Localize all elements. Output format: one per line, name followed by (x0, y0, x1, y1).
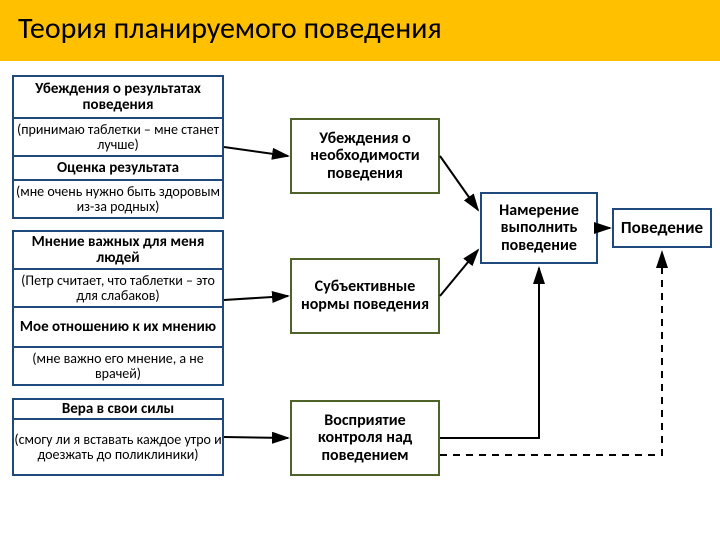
box-perceived-control: Восприятие контроля над поведением (290, 400, 440, 476)
box-outcome-eval-title: Оценка результата (12, 157, 224, 181)
box-beliefs-outcome-sub: (принимаю таблетки – мне станет лучше) (12, 119, 224, 157)
label: Восприятие контроля над поведением (292, 412, 438, 465)
box-behavior: Поведение (612, 208, 712, 248)
label: Намерение выполнить поведение (482, 202, 596, 255)
label: Убеждения о результатах поведения (14, 81, 222, 114)
box-intention: Намерение выполнить поведение (480, 192, 598, 264)
box-attitude-sub: (мне важно его мнение, а не врачей) (12, 348, 224, 386)
label: Мнение важных для меня людей (14, 234, 222, 267)
box-selfefficacy-title: Вера в свои силы (12, 398, 224, 420)
label: (мне важно его мнение, а не врачей) (14, 351, 222, 382)
label: Мое отношению к их мнению (20, 319, 216, 336)
box-attitude-title: Мое отношению к их мнению (12, 308, 224, 348)
label: Поведение (621, 219, 703, 238)
label: (принимаю таблетки – мне станет лучше) (14, 122, 222, 153)
box-outcome-eval-sub: (мне очень нужно быть здоровым из-за род… (12, 181, 224, 219)
label: Убеждения о необходимости поведения (292, 130, 438, 183)
box-behavioral-beliefs: Убеждения о необходимости поведения (290, 118, 440, 194)
box-opinion-sub: (Петр считает, что таблетки – это для сл… (12, 270, 224, 308)
label: (смогу ли я вставать каждое утро и доезж… (14, 432, 222, 463)
box-beliefs-outcome-title: Убеждения о результатах поведения (12, 75, 224, 119)
page-title: Теория планируемого поведения (0, 0, 720, 61)
label: (мне очень нужно быть здоровым из-за род… (14, 184, 222, 215)
label: Оценка результата (57, 160, 179, 177)
label: Вера в свои силы (62, 401, 174, 418)
label: (Петр считает, что таблетки – это для сл… (14, 273, 222, 304)
box-subjective-norms: Субъективные нормы поведения (290, 258, 440, 334)
box-opinion-title: Мнение важных для меня людей (12, 230, 224, 270)
label: Субъективные нормы поведения (292, 278, 438, 313)
box-selfefficacy-sub: (смогу ли я вставать каждое утро и доезж… (12, 420, 224, 476)
